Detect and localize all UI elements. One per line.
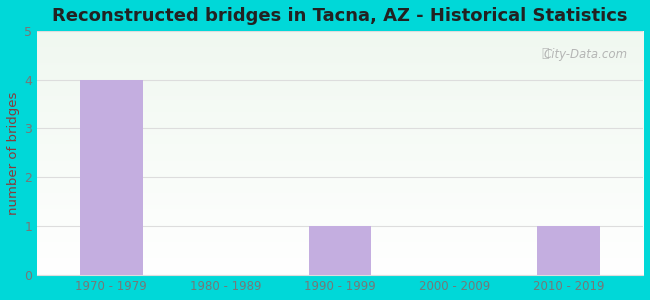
Bar bbox=[309, 226, 371, 275]
Text: ⦾: ⦾ bbox=[541, 46, 549, 60]
Title: Reconstructed bridges in Tacna, AZ - Historical Statistics: Reconstructed bridges in Tacna, AZ - His… bbox=[52, 7, 628, 25]
Text: City-Data.com: City-Data.com bbox=[543, 48, 627, 61]
Y-axis label: number of bridges: number of bridges bbox=[7, 91, 20, 214]
Bar bbox=[538, 226, 600, 275]
Bar bbox=[80, 80, 143, 275]
